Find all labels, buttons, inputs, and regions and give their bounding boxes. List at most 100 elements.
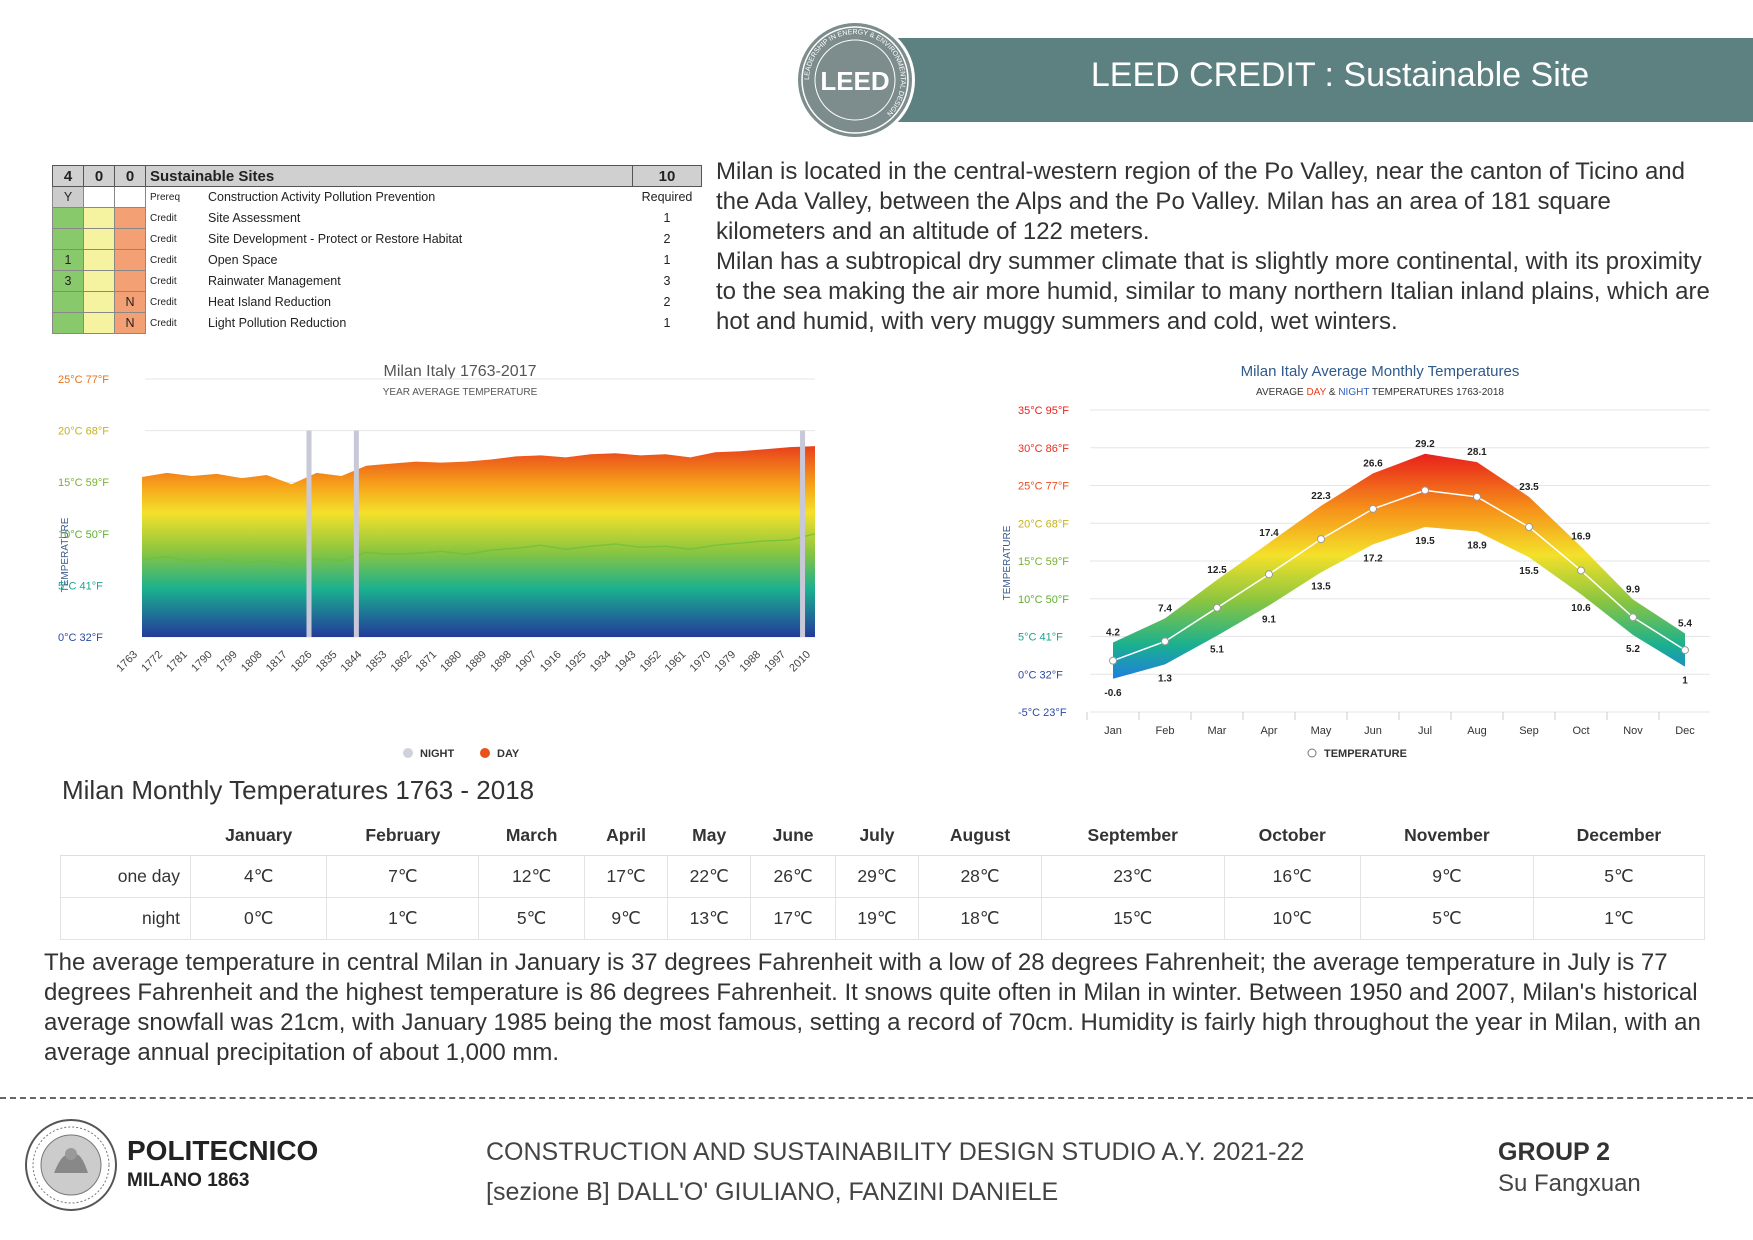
row-label: one day <box>60 855 191 898</box>
temperature-cell: 29℃ <box>834 855 920 898</box>
yes-count: 4 <box>52 165 84 187</box>
day-value-label: 26.6 <box>1363 458 1383 469</box>
chart1-subtitle: YEAR AVERAGE TEMPERATURE <box>383 387 538 398</box>
temperature-cell: 1℃ <box>326 897 480 940</box>
credit-yes <box>52 291 84 313</box>
night-value-label: 9.1 <box>1262 615 1276 626</box>
temperature-cell: 1℃ <box>1532 897 1706 940</box>
mean-point <box>1265 570 1273 579</box>
night-value-label: 5.2 <box>1626 644 1640 655</box>
day-value-label: 7.4 <box>1158 603 1172 614</box>
month-header: December <box>1533 815 1705 856</box>
monthly-temperature-chart: Milan Italy Average Monthly Temperatures… <box>1002 363 1710 760</box>
night-series-line <box>141 533 816 566</box>
credit-yes <box>52 228 84 250</box>
y-tick-label: 10°C 50°F <box>1018 594 1069 606</box>
x-tick-label: Sep <box>1519 725 1539 737</box>
credit-points: 1 <box>663 316 671 330</box>
x-tick-label: 1934 <box>588 649 614 675</box>
school-subtitle: MILANO 1863 <box>127 1170 250 1191</box>
night-value-label: 1.3 <box>1158 673 1172 684</box>
y-tick-label: 20°C 68°F <box>1018 518 1069 530</box>
credit-maybe <box>83 207 115 229</box>
x-tick-label: Oct <box>1572 725 1589 737</box>
temperature-cell: 28℃ <box>918 855 1042 898</box>
summary-text: The average temperature in central Milan… <box>44 949 1701 1066</box>
credit-no <box>114 249 146 271</box>
credit-row: 1 Credit Open Space 1 <box>52 249 702 271</box>
temperature-cell: 7℃ <box>326 855 480 898</box>
x-tick-label: 1970 <box>688 649 714 675</box>
chart1-ylabel: TEMPERATURE <box>60 517 71 592</box>
credit-no <box>114 228 146 250</box>
x-tick-label: 1799 <box>214 649 240 675</box>
month-header: March <box>478 815 585 856</box>
table-corner <box>60 815 191 856</box>
mean-point <box>1317 535 1325 544</box>
month-header: January <box>190 815 327 856</box>
x-tick-label: Apr <box>1260 725 1277 737</box>
missing-data-gap <box>353 430 359 637</box>
credit-points: 1 <box>663 253 671 267</box>
legend-temperature-label: TEMPERATURE <box>1324 748 1407 760</box>
credit-type: Credit <box>150 212 177 224</box>
month-header: June <box>750 815 836 856</box>
y-tick-label: 25°C 77°F <box>1018 481 1069 493</box>
temperature-cell: 0℃ <box>189 897 328 940</box>
x-tick-label: 1871 <box>413 649 439 675</box>
x-tick-label: 1880 <box>438 649 464 675</box>
credit-row: Y Prereq Construction Activity Pollution P… <box>52 186 702 208</box>
credit-points: 2 <box>663 232 671 246</box>
y-tick-label: 30°C 86°F <box>1018 443 1069 455</box>
credit-points: 3 <box>663 274 671 288</box>
missing-data-gap <box>800 430 806 637</box>
night-value-label: -0.6 <box>1104 688 1122 699</box>
legend-night-label: NIGHT <box>420 748 455 760</box>
x-tick-label: 1763 <box>114 649 140 675</box>
y-tick-label: 35°C 95°F <box>1018 405 1069 417</box>
intro-paragraph-1: Milan is located in the central-western … <box>716 158 1685 245</box>
day-value-label: 23.5 <box>1519 482 1539 493</box>
temperature-cell: 10℃ <box>1223 897 1361 940</box>
x-tick-label: 1853 <box>364 649 390 675</box>
intro-paragraph-2: Milan has a subtropical dry summer clima… <box>716 248 1710 335</box>
chart1-title: Milan Italy 1763-2017 <box>384 363 537 380</box>
x-tick-label: 1844 <box>339 649 365 675</box>
day-value-label: 28.1 <box>1467 447 1487 458</box>
x-tick-label: Jul <box>1418 725 1432 737</box>
credit-yes: 3 <box>52 270 84 292</box>
month-header: August <box>918 815 1042 856</box>
credit-type: Credit <box>150 296 177 308</box>
temperature-cell: 22℃ <box>667 855 752 898</box>
x-tick-label: 1772 <box>139 649 165 675</box>
credit-no <box>114 186 146 208</box>
temperature-cell: 12℃ <box>478 855 585 898</box>
mean-point <box>1629 613 1637 622</box>
course-title: CONSTRUCTION AND SUSTAINABILITY DESIGN S… <box>486 1138 1305 1166</box>
x-tick-label: Jan <box>1104 725 1122 737</box>
credit-yes <box>52 312 84 334</box>
x-tick-label: Jun <box>1364 725 1382 737</box>
temperature-cell: 5℃ <box>1359 897 1534 940</box>
course-section: [sezione B] DALL'O' GIULIANO, FANZINI DA… <box>486 1178 1059 1206</box>
credit-name: Light Pollution Reduction <box>208 316 347 330</box>
y-tick-label: 15°C 59°F <box>58 477 109 489</box>
mean-point <box>1109 656 1117 665</box>
table-row: one day 4℃ 7℃ 12℃ 17℃ 22℃ 26℃ 29℃ 28℃ 23℃ 16℃ 9℃ 5℃ <box>60 855 1706 898</box>
credit-maybe <box>83 228 115 250</box>
month-header: July <box>835 815 919 856</box>
day-value-label: 29.2 <box>1415 439 1435 450</box>
day-series-area <box>142 446 815 637</box>
month-header: April <box>584 815 668 856</box>
credit-no <box>114 270 146 292</box>
credit-name: Rainwater Management <box>208 274 341 288</box>
temperature-cell: 23℃ <box>1041 855 1225 898</box>
x-tick-label: 1997 <box>762 649 788 675</box>
y-tick-label: 5°C 41°F <box>1018 632 1063 644</box>
temperature-cell: 17℃ <box>583 855 669 898</box>
temperature-cell: 15℃ <box>1041 897 1225 940</box>
x-tick-label: 1961 <box>663 649 689 675</box>
month-header: February <box>326 815 479 856</box>
x-tick-label: 2010 <box>787 649 813 675</box>
temperature-cell: 19℃ <box>834 897 920 940</box>
